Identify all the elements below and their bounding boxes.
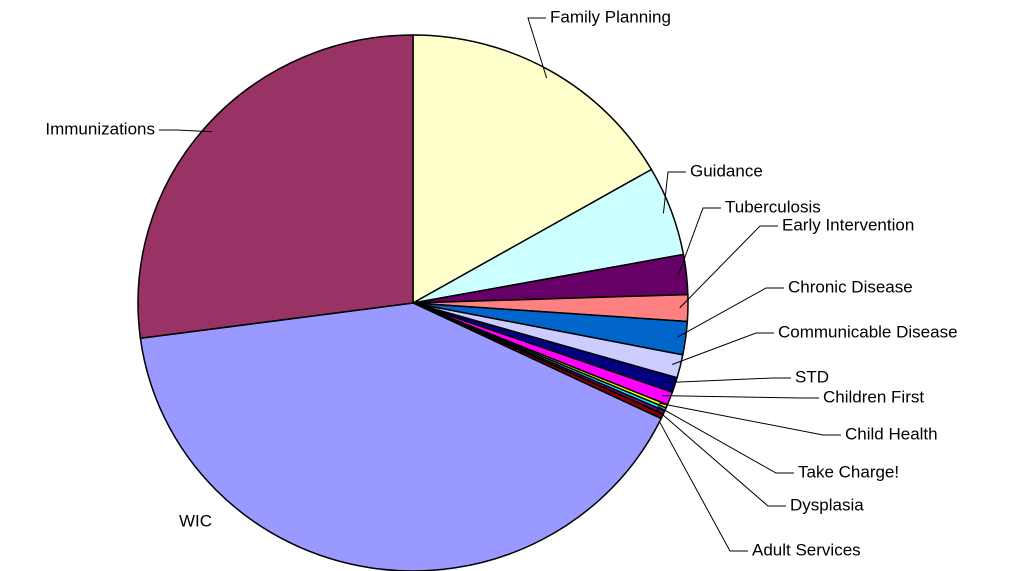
leader-line: [159, 129, 213, 133]
slice-label: Communicable Disease: [778, 322, 958, 341]
slice-label: Chronic Disease: [788, 277, 913, 296]
pie-slice: [139, 302, 663, 571]
leader-line: [677, 207, 721, 276]
slice-label: Dysplasia: [790, 495, 864, 514]
slice-label: Tuberculosis: [725, 197, 821, 216]
slice-label: Adult Services: [752, 540, 861, 559]
slice-label: Family Planning: [550, 7, 671, 26]
leader-line: [656, 408, 786, 507]
leader-line: [659, 402, 841, 436]
leader-line: [662, 171, 686, 214]
slice-label: Immunizations: [45, 119, 155, 138]
slice-label: Child Health: [845, 424, 938, 443]
slice-label: Children First: [823, 387, 924, 406]
leader-line: [672, 332, 774, 365]
leader-line: [666, 377, 791, 384]
leader-line: [657, 405, 794, 474]
slice-label: Guidance: [690, 161, 763, 180]
leader-line: [662, 395, 819, 399]
slice-label: Take Charge!: [798, 462, 899, 481]
leader-line: [679, 225, 778, 309]
leader-line: [677, 287, 784, 338]
slice-label: Early Intervention: [782, 215, 914, 234]
pie-slice: [412, 34, 653, 305]
leader-line: [654, 412, 748, 552]
slice-label: STD: [795, 367, 829, 386]
leader-line: [527, 17, 548, 79]
slice-label: WIC: [179, 511, 212, 530]
pie-slice: [137, 34, 414, 340]
